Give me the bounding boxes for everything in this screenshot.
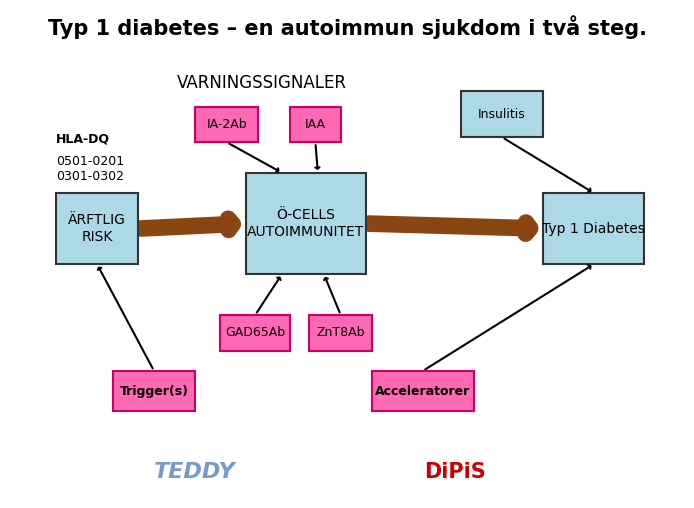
Text: Insulitis: Insulitis <box>478 108 526 121</box>
Text: HLA-DQ: HLA-DQ <box>56 132 110 145</box>
FancyBboxPatch shape <box>543 193 645 264</box>
Text: IAA: IAA <box>305 118 326 131</box>
FancyBboxPatch shape <box>56 193 138 264</box>
Text: VARNINGSSIGNALER: VARNINGSSIGNALER <box>176 74 346 91</box>
Text: GAD65Ab: GAD65Ab <box>225 326 285 339</box>
FancyBboxPatch shape <box>290 107 341 142</box>
FancyBboxPatch shape <box>246 173 366 274</box>
FancyBboxPatch shape <box>195 107 258 142</box>
Text: ZnT8Ab: ZnT8Ab <box>316 326 365 339</box>
FancyBboxPatch shape <box>309 315 372 351</box>
FancyBboxPatch shape <box>372 371 473 411</box>
Text: IA-2Ab: IA-2Ab <box>206 118 247 131</box>
Text: Typ 1 Diabetes: Typ 1 Diabetes <box>543 221 645 236</box>
Text: Acceleratorer: Acceleratorer <box>375 385 471 398</box>
Text: 0501-0201
0301-0302: 0501-0201 0301-0302 <box>56 155 124 183</box>
FancyBboxPatch shape <box>113 371 195 411</box>
Text: Typ 1 diabetes – en autoimmun sjukdom i två steg.: Typ 1 diabetes – en autoimmun sjukdom i … <box>47 15 647 39</box>
Text: ÄRFTLIG
RISK: ÄRFTLIG RISK <box>68 213 126 244</box>
Text: Ö-CELLS
AUTOIMMUNITET: Ö-CELLS AUTOIMMUNITET <box>247 208 364 239</box>
Text: TEDDY: TEDDY <box>154 462 236 482</box>
FancyBboxPatch shape <box>221 315 290 351</box>
Text: DiPiS: DiPiS <box>424 462 486 482</box>
FancyBboxPatch shape <box>461 91 543 137</box>
Text: Trigger(s): Trigger(s) <box>119 385 189 398</box>
